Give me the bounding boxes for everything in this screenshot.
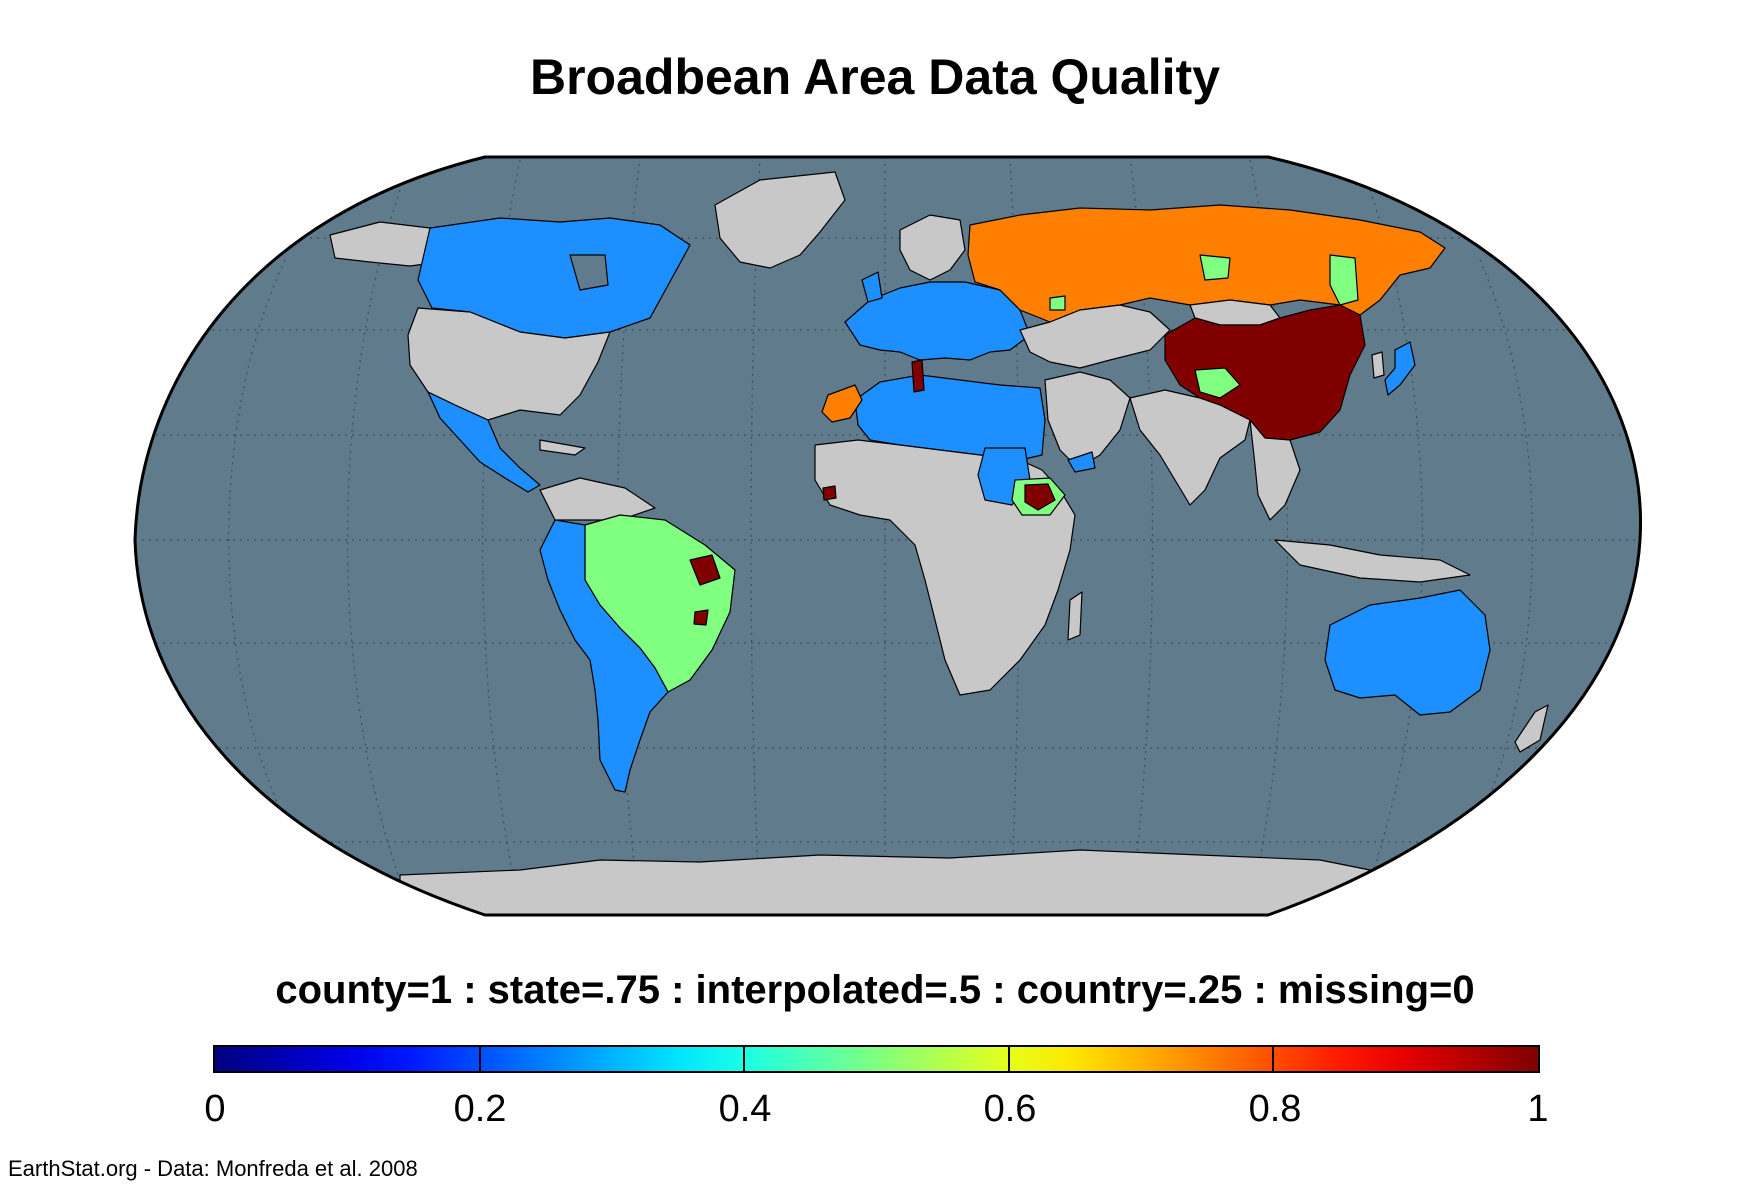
legend-caption: county=1 : state=.75 : interpolated=.5 :… (275, 968, 1475, 1012)
china-interp-patch (1194, 367, 1241, 399)
colorbar-tick-0.6 (1008, 1047, 1010, 1071)
japan (1384, 341, 1416, 396)
russia-interp-patch-1 (1199, 254, 1231, 281)
south-asia (1129, 389, 1251, 506)
colorbar-label-0.4: 0.4 (718, 1088, 772, 1130)
central-asia (1019, 304, 1171, 369)
europe (844, 281, 1031, 361)
colorbar-tick-0.8 (1272, 1047, 1274, 1071)
colorbar (213, 1045, 1540, 1073)
south-america-north (539, 477, 656, 521)
morocco (821, 384, 863, 423)
antarctica (399, 849, 1381, 915)
indonesia (1274, 539, 1471, 583)
southeast-asia (1249, 419, 1301, 521)
brazil-county-patch-2 (693, 609, 709, 626)
tunisia (911, 359, 925, 393)
madagascar (1067, 591, 1083, 641)
new-zealand (1514, 704, 1549, 753)
russia-interp-patch-2 (1329, 254, 1359, 306)
uk (861, 271, 883, 303)
united-states (407, 307, 611, 421)
australia (1324, 589, 1491, 716)
colorbar-tick-0.2 (479, 1047, 481, 1071)
colorbar-label-0.6: 0.6 (983, 1088, 1037, 1130)
yemen (1067, 451, 1096, 473)
north-africa (854, 374, 1046, 461)
canada (417, 217, 691, 339)
colorbar-label-0.2: 0.2 (453, 1088, 507, 1130)
greenland (714, 171, 846, 269)
scandinavia (899, 214, 966, 281)
colorbar-label-1: 1 (1527, 1088, 1549, 1130)
brazil-county-patch-1 (689, 554, 721, 586)
mexico-central-america (427, 391, 541, 493)
globe-outline (133, 155, 1643, 917)
map-title: Broadbean Area Data Quality (529, 49, 1220, 105)
colorbar-tick-0.4 (743, 1047, 745, 1071)
credit-text: EarthStat.org - Data: Monfreda et al. 20… (8, 1156, 418, 1181)
russia-interp-patch-3 (1049, 295, 1066, 311)
colorbar-label-0.8: 0.8 (1248, 1088, 1302, 1130)
middle-east (1044, 371, 1131, 469)
korea (1371, 351, 1385, 379)
south-america-west-south (539, 519, 669, 793)
sierra-leone (822, 485, 837, 501)
cuba (539, 439, 586, 456)
hudson-bay (569, 254, 609, 291)
colorbar-label-0: 0 (204, 1088, 226, 1130)
ethiopia-county (1024, 483, 1056, 511)
